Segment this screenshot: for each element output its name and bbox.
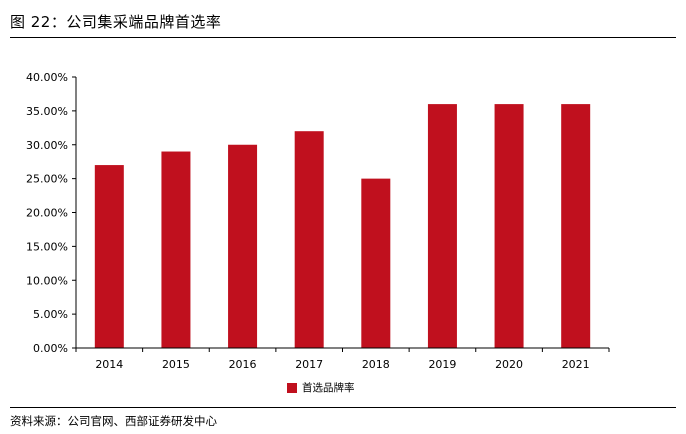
chart-legend: 首选品牌率 bbox=[287, 380, 355, 395]
bar-2019 bbox=[427, 104, 457, 348]
y-tick-label: 30.00% bbox=[26, 139, 68, 152]
y-tick-label: 10.00% bbox=[26, 274, 68, 287]
y-tick-label: 15.00% bbox=[26, 240, 68, 253]
x-tick-label: 2018 bbox=[362, 358, 390, 371]
bar-2018 bbox=[361, 178, 391, 348]
x-tick-label: 2019 bbox=[428, 358, 456, 371]
bar-2014 bbox=[94, 165, 124, 348]
x-tick-label: 2017 bbox=[295, 358, 323, 371]
bar-2020 bbox=[494, 104, 524, 348]
legend-swatch bbox=[287, 382, 297, 393]
y-tick-label: 20.00% bbox=[26, 207, 68, 220]
x-tick-label: 2014 bbox=[95, 358, 123, 371]
y-tick-label: 40.00% bbox=[26, 71, 68, 84]
x-tick-label: 2015 bbox=[162, 358, 190, 371]
legend-label: 首选品牌率 bbox=[302, 382, 355, 394]
x-tick-label: 2020 bbox=[495, 358, 523, 371]
x-tick-label: 2016 bbox=[229, 358, 257, 371]
bar-2016 bbox=[228, 144, 258, 348]
bar-2017 bbox=[294, 131, 324, 348]
figure-title: 图 22：公司集采端品牌首选率 bbox=[10, 13, 222, 31]
bottom-divider bbox=[10, 407, 676, 408]
source-note: 资料来源：公司官网、西部证券研发中心 bbox=[10, 414, 217, 428]
top-divider bbox=[10, 37, 676, 38]
bar-2021 bbox=[561, 104, 591, 348]
y-tick-label: 5.00% bbox=[33, 308, 68, 321]
bar-2015 bbox=[161, 151, 191, 348]
x-tick-label: 2021 bbox=[562, 358, 590, 371]
y-tick-label: 25.00% bbox=[26, 173, 68, 186]
y-tick-label: 35.00% bbox=[26, 105, 68, 118]
y-tick-label: 0.00% bbox=[33, 342, 68, 355]
